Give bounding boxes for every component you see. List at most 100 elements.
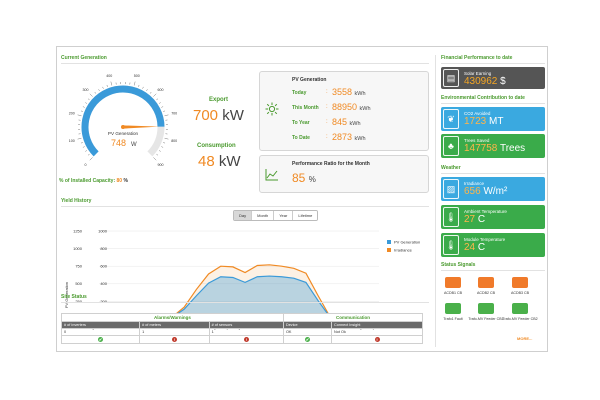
module-value: 24 [464,242,476,253]
pv-row-month: This Month [292,105,319,111]
status-alert-icon[interactable]: ! [374,337,380,342]
legend-label: PV Generation [394,240,420,245]
gauge-tick-label: 400 [106,74,112,78]
pv-row-label: Today [292,90,307,96]
gauge-tick [94,91,97,94]
signal-indicator[interactable] [512,277,528,288]
communication-group-header: Communication [282,313,424,322]
chart-series [98,264,380,320]
pv-colon: : [326,119,328,125]
status-signals-title: Status Signals [441,262,476,268]
irradiance-unit: W/m² [483,186,508,197]
gauge-tick-label: 800 [171,139,177,143]
image-icon: ▨ [443,179,459,199]
pv-generation-gauge: 0 100 200 300 400 500 600 700 800 900 PV Generati… [69,74,177,167]
column-divider [435,55,436,347]
pv-month-value: 88950 kWh [332,102,371,112]
meters-count: 1 [139,328,210,336]
performance-ratio-title: Performance Ratio for the Month [292,161,370,167]
co2-value-row: 1723 MT [464,116,503,127]
solar-earning-tile[interactable]: ▤ Solar Earning 430962 $ [441,67,545,89]
gauge-tick [89,93,93,97]
left-tick-label: 250 [75,299,82,304]
status-cell: ! [208,335,284,344]
capacity-value: 80 [116,178,123,184]
performance-ratio-value: 85 [292,171,306,185]
tab-year[interactable]: Year [274,211,294,220]
legend-label: Irradiance [394,248,413,253]
gauge-tick [164,114,169,117]
financial-title: Financial Performance to date [441,55,513,61]
gauge-tick [89,157,93,161]
signal-indicator[interactable] [478,303,494,314]
signal-indicator[interactable] [512,303,528,314]
money-icon: ▤ [443,69,459,87]
chart-trend-icon [265,169,278,181]
status-cell: ! [139,335,210,344]
ambient-temperature-tile[interactable]: 🌡︎ Ambient Temperature 27 C [441,205,545,229]
status-ok-icon[interactable]: ✔ [98,337,104,342]
irradiance-value-row: 656 W/m² [464,186,507,197]
y-axis-label: PV Generation [64,282,69,308]
gauge-tick-label: 500 [134,74,140,78]
gauge-tick [158,150,161,152]
gauge-label: PV Generation [108,131,139,136]
co2-avoided-tile[interactable]: ❦ CO2 Avoided 1723 MT [441,107,545,131]
co2-unit: MT [489,116,504,127]
pv-row-year: To Year [292,120,310,126]
gauge-tick-label: 700 [171,112,177,116]
right-tick-label: 200 [100,299,107,304]
module-value-row: 24 C [464,242,485,253]
series-area-pv-generation [99,276,379,319]
trees-saved-tile[interactable]: ♣ Trees Saved 147758 Trees [441,134,545,158]
co2-avoided-label: CO2 Avoided [464,111,491,116]
consumption-label: Consumption [197,143,236,149]
signal-indicator[interactable] [445,277,461,288]
signal-label: ACDB2 CB [477,291,495,295]
left-axis-ticks: 125010007505002500 [73,228,83,321]
co2-value: 1723 [464,116,487,127]
status-alert-icon[interactable]: ! [171,337,177,342]
irradiance-tile[interactable]: ▨ Irradiance 656 W/m² [441,177,545,201]
gauge-tick [142,86,144,89]
col-device[interactable]: Device [282,321,333,329]
gauge-tick [149,91,152,94]
gauge-tick [85,102,88,104]
performance-ratio-unit: % [308,175,316,184]
right-tick-label: 800 [100,246,107,251]
gauge-tick [158,102,161,104]
col-meters[interactable]: # of meters [139,321,210,329]
status-ok-icon[interactable]: ✔ [305,337,310,342]
tab-month[interactable]: Month [252,211,275,220]
col-sensors[interactable]: # of sensors [208,321,284,329]
export-value: 700 [193,107,219,124]
tab-lifetime[interactable]: Lifetime [293,211,318,220]
right-axis-ticks: 10008006004002000 [98,228,108,321]
signal-indicator[interactable] [478,277,494,288]
tab-day[interactable]: Day [234,211,253,220]
installed-capacity: % of Installed Capacity: 80 % [59,178,128,184]
gauge-tick-label: 200 [69,112,75,116]
col-connect-insight[interactable]: Connect Insight [331,321,423,329]
status-alert-icon[interactable]: ! [243,337,249,342]
gauge-tick [133,81,136,86]
left-tick-label: 500 [75,281,82,286]
left-tick-label: 1250 [73,228,83,233]
col-inverters[interactable]: # of inverters [60,321,141,329]
signal-label: ACDB3 CB [511,291,529,295]
gauge-tick-label: 100 [69,139,75,143]
trees-value: 147758 [464,143,498,154]
gauge-needle [121,125,159,129]
signal-indicator[interactable] [445,303,461,314]
table-row-status-icons: ✔ ! ! ✔ ! [60,335,423,344]
gauge-tick [161,146,164,148]
module-temperature-tile[interactable]: 🌡︎ Module Temperature 24 C [441,233,545,257]
ambient-temperature-label: Ambient Temperature [464,209,507,214]
gauge-tick [102,86,104,89]
gauge-tick-labels: 0 100 200 300 400 500 600 700 800 900 [69,74,177,167]
ambient-unit: C [477,214,486,225]
capacity-unit: % [123,178,128,184]
yield-history-title: Yield History [61,198,92,204]
more-link[interactable]: MORE... [517,336,533,341]
gauge-needle-pointer [122,125,159,129]
